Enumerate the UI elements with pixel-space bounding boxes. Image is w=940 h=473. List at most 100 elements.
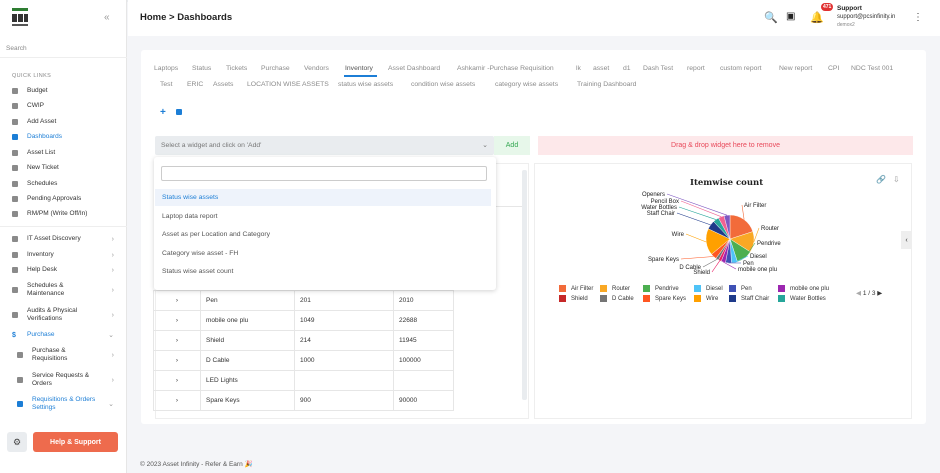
tab-dash-test[interactable]: Dash Test xyxy=(643,65,674,72)
tab-inventory[interactable]: Inventory xyxy=(345,65,373,72)
nav-it-asset-discovery[interactable]: IT Asset Discovery › xyxy=(0,235,127,243)
tab-lk[interactable]: lk xyxy=(576,65,581,72)
table-row[interactable]: › Shield 214 11945 xyxy=(153,330,454,351)
panel-toggle-chevron-icon[interactable]: ‹ xyxy=(901,231,912,249)
legend-item[interactable]: Water Bottles xyxy=(778,295,826,302)
tab-report[interactable]: report xyxy=(687,65,705,72)
legend-item[interactable]: Staff Chair xyxy=(729,295,769,302)
tab-category-wise-assets[interactable]: category wise assets xyxy=(495,81,559,88)
table-row[interactable]: › Spare Keys 900 90000 xyxy=(153,390,454,411)
expand-chevron-icon[interactable]: › xyxy=(153,310,201,331)
sidebar: « xyxy=(0,0,127,473)
expand-chevron-icon[interactable]: › xyxy=(153,350,201,371)
zoom-search-icon[interactable]: 🔍 xyxy=(764,12,778,24)
legend-prev-icon[interactable]: ◀ xyxy=(856,290,861,297)
legend-item[interactable]: Spare Keys xyxy=(643,295,686,302)
legend-item[interactable]: D Cable xyxy=(600,295,634,302)
tab-tickets[interactable]: Tickets xyxy=(226,65,248,72)
legend-item[interactable]: Air Filter xyxy=(559,285,593,292)
item-name: Spare Keys xyxy=(200,390,295,411)
nav-purchase[interactable]: $ Purchase ⌄ xyxy=(12,331,114,339)
nav-new-ticket[interactable]: New Ticket xyxy=(0,164,127,172)
nav-dashboards[interactable]: Dashboards xyxy=(0,133,127,141)
dropdown-search-input[interactable] xyxy=(161,166,487,181)
support-email[interactable]: support@pcsinfinity.in xyxy=(837,14,896,20)
table-row[interactable]: › Pen 201 2010 xyxy=(153,290,454,311)
tab-d1[interactable]: d1 xyxy=(623,65,631,72)
remove-drop-zone[interactable]: Drag & drop widget here to remove xyxy=(538,136,913,155)
tab-location-wise-assets[interactable]: LOCATION WISE ASSETS xyxy=(247,81,329,88)
save-icon[interactable] xyxy=(176,109,182,115)
nav-add-asset[interactable]: Add Asset xyxy=(0,118,127,126)
nav-rm-pm[interactable]: RM/PM (Write Off/In) xyxy=(0,210,127,218)
tab-status[interactable]: Status xyxy=(192,65,212,72)
legend-item[interactable]: Diesel xyxy=(694,285,723,292)
nav-audits[interactable]: Audits & Physical Verifications › xyxy=(0,307,127,323)
table-row[interactable]: › D Cable 1000 100000 xyxy=(153,350,454,371)
tab-eric[interactable]: ERIC xyxy=(187,81,204,88)
item-count: 1000 xyxy=(294,350,394,371)
expand-chevron-icon[interactable]: › xyxy=(153,290,201,311)
legend-next-icon[interactable]: ▶ xyxy=(877,290,883,297)
add-widget-button[interactable]: Add xyxy=(494,136,530,155)
nav-requisitions-settings[interactable]: Requisitions & Orders Settings ⌄ xyxy=(0,396,127,412)
tab-asset[interactable]: asset xyxy=(593,65,610,72)
tab-condition-wise-assets[interactable]: condition wise assets xyxy=(411,81,476,88)
pie-slice-label: D Cable xyxy=(679,265,701,271)
nav-inventory[interactable]: Inventory › xyxy=(0,251,127,259)
dropdown-option[interactable]: Status wise assets xyxy=(155,189,491,206)
nav-cwip[interactable]: CWIP xyxy=(0,102,127,110)
sidebar-search-input[interactable]: Search xyxy=(6,45,27,52)
tab-new-report[interactable]: New report xyxy=(779,65,813,72)
legend-item[interactable]: Wire xyxy=(694,295,718,302)
table-row[interactable]: › mobile one plu 1049 22688 xyxy=(153,310,454,331)
legend-pager[interactable]: ◀ 1 / 3 ▶ xyxy=(856,289,882,297)
tab-ashkamir[interactable]: Ashkamir -Purchase Requisition xyxy=(457,65,554,72)
dropdown-option[interactable]: Laptop data report xyxy=(162,213,218,220)
tab-purchase[interactable]: Purchase xyxy=(261,65,290,72)
legend-label: mobile one plu xyxy=(790,285,830,292)
legend-item[interactable]: Pendrive xyxy=(643,285,679,292)
nav-service-requests[interactable]: Service Requests & Orders › xyxy=(0,372,127,388)
scan-icon[interactable]: ▣ xyxy=(786,11,796,22)
dropdown-option[interactable]: Asset as per Location and Category xyxy=(162,231,271,238)
tab-custom-report[interactable]: custom report xyxy=(720,65,762,72)
expand-chevron-icon[interactable]: › xyxy=(153,370,201,391)
download-icon[interactable]: ⇩ xyxy=(893,175,900,184)
widget-select[interactable]: Select a widget and click on 'Add' ⌄ xyxy=(155,136,494,155)
add-tab-icon[interactable]: + xyxy=(160,107,166,118)
legend-item[interactable]: Pen xyxy=(729,285,752,292)
tab-assets[interactable]: Assets xyxy=(213,81,234,88)
dropdown-option[interactable]: Status wise asset count xyxy=(162,268,234,275)
tab-status-wise-assets[interactable]: status wise assets xyxy=(338,81,394,88)
nav-pending-approvals[interactable]: Pending Approvals xyxy=(0,195,127,203)
legend-item[interactable]: Router xyxy=(600,285,630,292)
dropdown-option[interactable]: Category wise asset - FH xyxy=(162,250,239,257)
legend-item[interactable]: Shield xyxy=(559,295,588,302)
nav-budget[interactable]: Budget xyxy=(0,87,127,95)
tab-asset-dashboard[interactable]: Asset Dashboard xyxy=(388,65,441,72)
tab-vendors[interactable]: Vendors xyxy=(304,65,329,72)
collapse-sidebar-icon[interactable]: « xyxy=(104,12,110,23)
bell-icon[interactable]: 🔔 xyxy=(810,12,824,24)
nav-schedules[interactable]: Schedules xyxy=(0,180,127,188)
legend-label: D Cable xyxy=(612,295,634,302)
nav-schedules-maintenance[interactable]: Schedules & Maintenance › xyxy=(0,282,127,298)
expand-chevron-icon[interactable]: › xyxy=(153,390,201,411)
legend-item[interactable]: mobile one plu xyxy=(778,285,829,292)
settings-button[interactable]: ⚙ xyxy=(7,432,27,452)
help-support-button[interactable]: Help & Support xyxy=(33,432,118,452)
tab-laptops[interactable]: Laptops xyxy=(154,65,179,72)
link-icon[interactable]: 🔗 xyxy=(876,175,886,184)
table-scrollbar[interactable] xyxy=(522,170,527,400)
tab-ndc-test[interactable]: NDC Test 001 xyxy=(851,65,894,72)
tab-cpi[interactable]: CPI xyxy=(828,65,840,72)
expand-chevron-icon[interactable]: › xyxy=(153,330,201,351)
nav-asset-list[interactable]: Asset List xyxy=(0,149,127,157)
tab-test[interactable]: Test xyxy=(160,81,173,88)
nav-purchase-requisitions[interactable]: Purchase & Requisitions › xyxy=(0,347,127,363)
more-menu-icon[interactable]: ⋮ xyxy=(913,12,923,23)
tab-training-dashboard[interactable]: Training Dashboard xyxy=(577,81,637,88)
nav-help-desk[interactable]: Help Desk › xyxy=(0,266,127,274)
table-row[interactable]: › LED Lights xyxy=(153,370,454,391)
